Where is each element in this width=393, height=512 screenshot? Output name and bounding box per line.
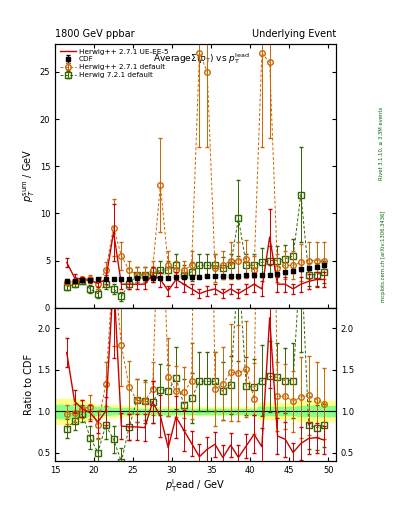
Y-axis label: $p_T^\mathrm{sum}$ / GeV: $p_T^\mathrm{sum}$ / GeV [22,149,37,202]
Herwig++ 2.7.1 UE-EE-5 [158,276,163,283]
Herwig++ 2.7.1 UE-EE-5 [135,281,140,287]
Herwig++ 2.7.1 UE-EE-5 [166,288,171,294]
Herwig++ 2.7.1 UE-EE-5 [64,260,69,266]
Line: Herwig++ 2.7.1 UE-EE-5: Herwig++ 2.7.1 UE-EE-5 [67,232,324,294]
Text: 1800 GeV ppbar: 1800 GeV ppbar [55,29,135,39]
Herwig++ 2.7.1 UE-EE-5 [111,229,116,236]
Herwig++ 2.7.1 UE-EE-5 [299,281,303,287]
X-axis label: $p_\mathrm{T}^\mathrm{l}$ead / GeV: $p_\mathrm{T}^\mathrm{l}$ead / GeV [165,477,226,494]
Herwig++ 2.7.1 UE-EE-5 [283,281,288,287]
Herwig++ 2.7.1 UE-EE-5 [291,286,296,292]
Herwig++ 2.7.1 UE-EE-5 [95,280,100,286]
Herwig++ 2.7.1 UE-EE-5 [174,276,178,283]
Herwig++ 2.7.1 UE-EE-5 [259,286,264,292]
Text: Average$\Sigma(p_\mathrm{T})$ vs $p_\mathrm{T}^\mathrm{lead}$: Average$\Sigma(p_\mathrm{T})$ vs $p_\mat… [153,51,250,67]
Herwig++ 2.7.1 UE-EE-5 [103,276,108,283]
Herwig++ 2.7.1 UE-EE-5 [228,286,233,292]
Herwig++ 2.7.1 UE-EE-5 [220,291,225,297]
Herwig++ 2.7.1 UE-EE-5 [244,286,249,292]
Y-axis label: Ratio to CDF: Ratio to CDF [24,354,34,415]
Herwig++ 2.7.1 UE-EE-5 [189,286,194,292]
Legend: Herwig++ 2.7.1 UE-EE-5, CDF, Herwig++ 2.7.1 default, Herwig 7.2.1 default: Herwig++ 2.7.1 UE-EE-5, CDF, Herwig++ 2.… [59,47,170,80]
Herwig++ 2.7.1 UE-EE-5 [314,276,319,283]
Herwig++ 2.7.1 UE-EE-5 [150,272,155,278]
Herwig++ 2.7.1 UE-EE-5 [252,281,256,287]
Herwig++ 2.7.1 UE-EE-5 [205,288,209,294]
Herwig++ 2.7.1 UE-EE-5 [142,281,147,287]
Herwig++ 2.7.1 UE-EE-5 [275,281,280,287]
Herwig++ 2.7.1 UE-EE-5 [322,276,327,283]
Herwig++ 2.7.1 UE-EE-5 [72,274,77,281]
Text: Rivet 3.1.10, ≥ 3.3M events: Rivet 3.1.10, ≥ 3.3M events [379,106,384,180]
Herwig++ 2.7.1 UE-EE-5 [306,279,311,285]
Text: CDF DØ 1.5  2.0  3.5 TeV: CDF DØ 1.5 2.0 3.5 TeV [157,273,234,279]
Herwig++ 2.7.1 UE-EE-5 [236,291,241,297]
Herwig++ 2.7.1 UE-EE-5 [267,234,272,240]
Herwig++ 2.7.1 UE-EE-5 [88,278,92,284]
Herwig++ 2.7.1 UE-EE-5 [119,281,124,287]
Herwig++ 2.7.1 UE-EE-5 [80,276,85,283]
Text: mcplots.cern.ch [arXiv:1306.3436]: mcplots.cern.ch [arXiv:1306.3436] [381,210,386,302]
Herwig++ 2.7.1 UE-EE-5 [127,281,132,287]
Herwig++ 2.7.1 UE-EE-5 [213,286,217,292]
Text: Underlying Event: Underlying Event [252,29,336,39]
Herwig++ 2.7.1 UE-EE-5 [182,281,186,287]
Herwig++ 2.7.1 UE-EE-5 [197,291,202,297]
